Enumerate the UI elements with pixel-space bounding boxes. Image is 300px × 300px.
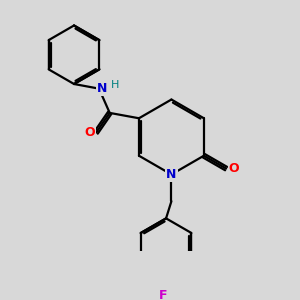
Text: N: N: [166, 168, 177, 181]
Text: O: O: [84, 126, 95, 139]
Text: O: O: [229, 162, 239, 175]
Text: F: F: [159, 289, 167, 300]
Text: N: N: [97, 82, 107, 95]
Text: H: H: [111, 80, 119, 90]
